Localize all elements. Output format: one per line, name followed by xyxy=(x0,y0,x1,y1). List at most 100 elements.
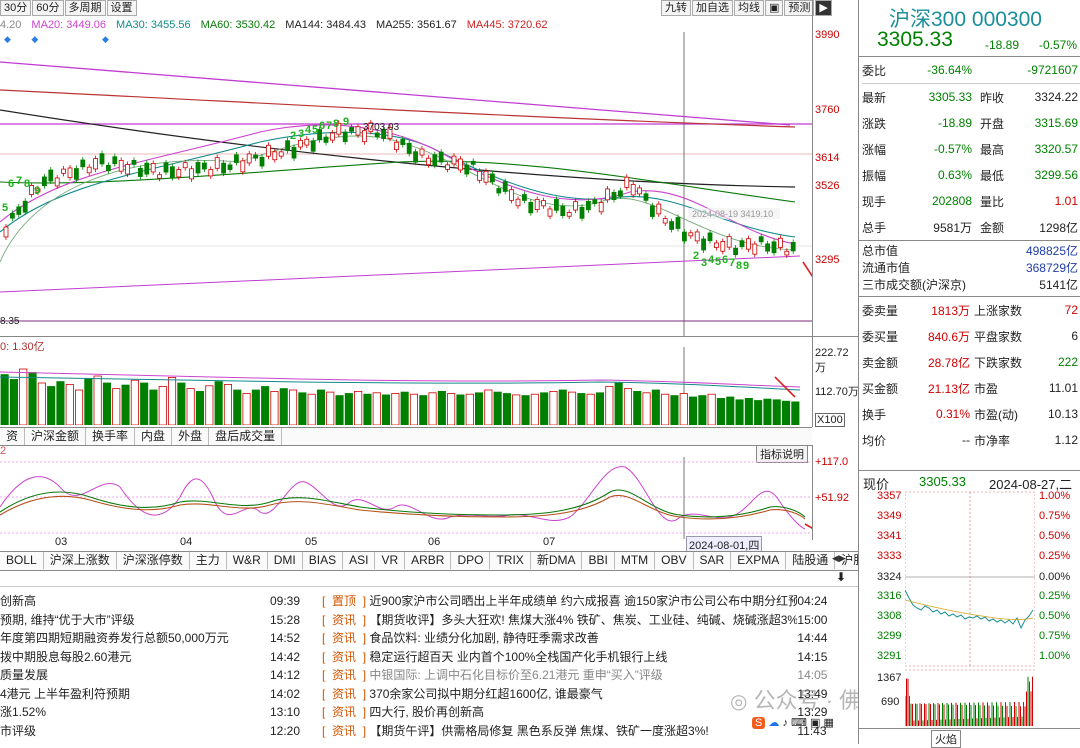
nine-turn-label: 9 xyxy=(34,185,41,197)
forecast-button[interactable]: 预测 xyxy=(784,0,815,16)
candle-body xyxy=(400,139,406,145)
news-item[interactable]: 市评级 12:20 xyxy=(0,722,310,741)
tab-mtm[interactable]: MTM xyxy=(615,552,656,569)
tab-boll[interactable]: BOLL xyxy=(0,552,44,569)
news-time: 15:28 xyxy=(270,612,301,627)
shirt-icon[interactable]: ▣ xyxy=(809,717,821,729)
news-item[interactable]: [ 资讯 ] 稳定运行超百天 业内首个100%全栈国产化手机银行上线 14:15 xyxy=(322,648,842,667)
tab-dpo[interactable]: DPO xyxy=(451,552,491,569)
mic-icon[interactable]: ♪ xyxy=(782,717,788,729)
tab-arbr[interactable]: ARBR xyxy=(405,552,452,569)
indicator-panel: 2 指标说明 +117.0 +51.92 xyxy=(0,445,858,540)
settings-button[interactable]: 设置 xyxy=(106,0,137,16)
candle-body xyxy=(784,250,790,256)
indicator-axis: +117.0 +51.92 xyxy=(812,445,859,540)
candle-body xyxy=(310,140,316,152)
cloud-icon[interactable]: ☁ xyxy=(768,717,780,729)
volume-bar xyxy=(167,376,177,425)
expand-arrow-icon[interactable]: ▶ xyxy=(815,0,832,16)
tab-trix[interactable]: TRIX xyxy=(490,552,531,569)
quote-value: -0.57% xyxy=(933,142,972,156)
indicator-help-button[interactable]: 指标说明 xyxy=(756,445,808,463)
tab-hs-amount[interactable]: 沪深金额 xyxy=(25,428,87,445)
candle-body xyxy=(509,189,515,201)
order-block: 委卖量 1813万 上涨家数 72 委买量 840.6万 平盘家数 6 卖金额 28.78亿下… xyxy=(859,296,1080,453)
news-title: 稳定运行超百天 业内首个100%全栈国产化手机银行上线 xyxy=(369,649,668,664)
volume-legend: 0: 1.30亿 xyxy=(0,341,45,353)
tab-outer[interactable]: 外盘 xyxy=(172,428,210,445)
news-item[interactable]: [ 资讯 ] 中银国际: 上调中石化目标价至6.21港元 重申“买入”评级 14:… xyxy=(322,666,842,685)
news-item[interactable]: 涨1.52% 13:10 xyxy=(0,703,310,722)
candle-body xyxy=(349,127,355,132)
volume-bar xyxy=(186,388,195,425)
candle-body xyxy=(74,168,79,180)
quote-row: 涨跌 -18.89 开盘 3315.69 xyxy=(862,110,1080,136)
volume-bar xyxy=(93,375,102,425)
price-chart[interactable]: 3703.03 8.35 2024-08-19 3419.10 xyxy=(0,32,812,337)
tab-new-dma[interactable]: 新DMA xyxy=(531,552,583,569)
news-title: 市评级 xyxy=(0,723,37,738)
tab-turnover[interactable]: 换手率 xyxy=(86,428,136,445)
tab-bbi[interactable]: BBI xyxy=(582,552,615,569)
tab-bias[interactable]: BIAS xyxy=(303,552,344,569)
nine-turn-button[interactable]: 九转 xyxy=(661,0,691,16)
app-logo-icon[interactable]: S xyxy=(752,717,766,729)
news-item[interactable]: 预期, 维持“优于大市”评级 15:28 xyxy=(0,611,310,630)
ma60-legend: MA60: 3530.42 xyxy=(200,19,276,31)
keyboard-icon[interactable]: ⌨ xyxy=(791,717,807,729)
news-item[interactable]: [ 资讯 ] 四大行, 股价再创新高 13:29 xyxy=(322,703,842,722)
tab-obv[interactable]: OBV xyxy=(655,552,694,569)
tab-main-force[interactable]: 主力 xyxy=(190,552,227,569)
tab-sh-up-count[interactable]: 沪深上涨数 xyxy=(44,552,117,569)
grid-icon[interactable]: ▦ xyxy=(823,717,834,729)
news-tag: [ 资讯 ] xyxy=(322,631,367,645)
tab-inner[interactable]: 内盘 xyxy=(135,428,173,445)
volume-bar xyxy=(530,393,539,425)
candle-body xyxy=(701,238,706,251)
news-item[interactable]: 4港元 上半年盈利符预期 14:02 xyxy=(0,685,310,704)
ma-lines-button[interactable]: 均线 xyxy=(734,0,764,16)
multi-period-button[interactable]: 多周期 xyxy=(64,0,106,16)
tab-capital[interactable]: 资 xyxy=(0,428,26,445)
tab-vr[interactable]: VR xyxy=(375,552,406,569)
quote-value: -36.64% xyxy=(927,63,972,77)
news-item[interactable]: 创新高 09:39 xyxy=(0,592,310,611)
quote-label: 昨收 xyxy=(980,90,1005,105)
layout-icon[interactable]: ▣ xyxy=(765,0,784,16)
news-item[interactable]: [ 置顶 ] 近900家沪市公司晒出上半年成绩单 约六成报喜 逾150家沪市公司… xyxy=(322,592,842,611)
candle-body xyxy=(195,162,201,174)
news-item[interactable]: 年度第四期短期融资券发行总额50,000万元 14:52 xyxy=(0,629,310,648)
tab-northbound[interactable]: 陆股通 xyxy=(786,552,836,569)
tab-expma[interactable]: EXPMA xyxy=(731,552,787,569)
news-item[interactable]: [ 资讯 ] 【期货收评】多头大狂欢! 焦煤大涨4% 铁矿、焦炭、工业硅、纯碱、… xyxy=(322,611,842,630)
news-item[interactable]: 质量发展 14:12 xyxy=(0,666,310,685)
market-value: 5141亿 xyxy=(1039,278,1078,292)
tab-sh-connect[interactable]: 沪股通 xyxy=(835,552,858,569)
news-item[interactable]: [ 资讯 ] 【期货午评】供需格局修复 黑色系反弹 焦煤、铁矿一度涨超3%! 11… xyxy=(322,722,842,741)
period-30min-button[interactable]: 30分 xyxy=(0,0,32,16)
news-item[interactable]: [ 资讯 ] 食品饮料: 业绩分化加剧, 静待旺季需求改善 14:44 xyxy=(322,629,842,648)
tabs-scroll-arrows[interactable]: ◀▶ xyxy=(832,553,846,563)
order-value: 1.12 xyxy=(1054,433,1078,447)
tab-wr[interactable]: W&R xyxy=(227,552,268,569)
volume-bar xyxy=(354,391,363,425)
tab-sh-limit-up[interactable]: 沪深涨停数 xyxy=(117,552,190,569)
intraday-price-label: 3299 xyxy=(877,630,902,642)
quote-value: 3305.33 xyxy=(928,90,972,104)
candle-body xyxy=(560,205,566,217)
tab-after-hours-volume[interactable]: 盘后成交量 xyxy=(209,428,283,445)
tab-dmi[interactable]: DMI xyxy=(268,552,303,569)
volume-bar xyxy=(474,392,484,425)
intraday-chart[interactable]: 3357 3349 3341 3333 3324 3316 3308 3299 … xyxy=(859,490,1080,728)
candle-body xyxy=(106,164,111,172)
flame-button[interactable]: 火焰 xyxy=(931,730,961,748)
period-60min-button[interactable]: 60分 xyxy=(32,0,64,16)
add-watchlist-button[interactable]: 加自选 xyxy=(692,0,733,16)
download-icon[interactable]: ⬇ xyxy=(836,570,847,584)
tab-sar[interactable]: SAR xyxy=(694,552,732,569)
news-item[interactable]: 拨中期股息每股2.60港元 14:42 xyxy=(0,648,310,667)
ma-legend: 4.20 MA20: 3449.06 MA30: 3455.56 MA60: 3530… xyxy=(0,19,558,31)
intraday-pct-label: 0.00% xyxy=(1039,571,1071,583)
tab-asi[interactable]: ASI xyxy=(343,552,376,569)
news-item[interactable]: [ 资讯 ] 370余家公司拟中期分红超1600亿, 谁最豪气 13:49 xyxy=(322,685,842,704)
